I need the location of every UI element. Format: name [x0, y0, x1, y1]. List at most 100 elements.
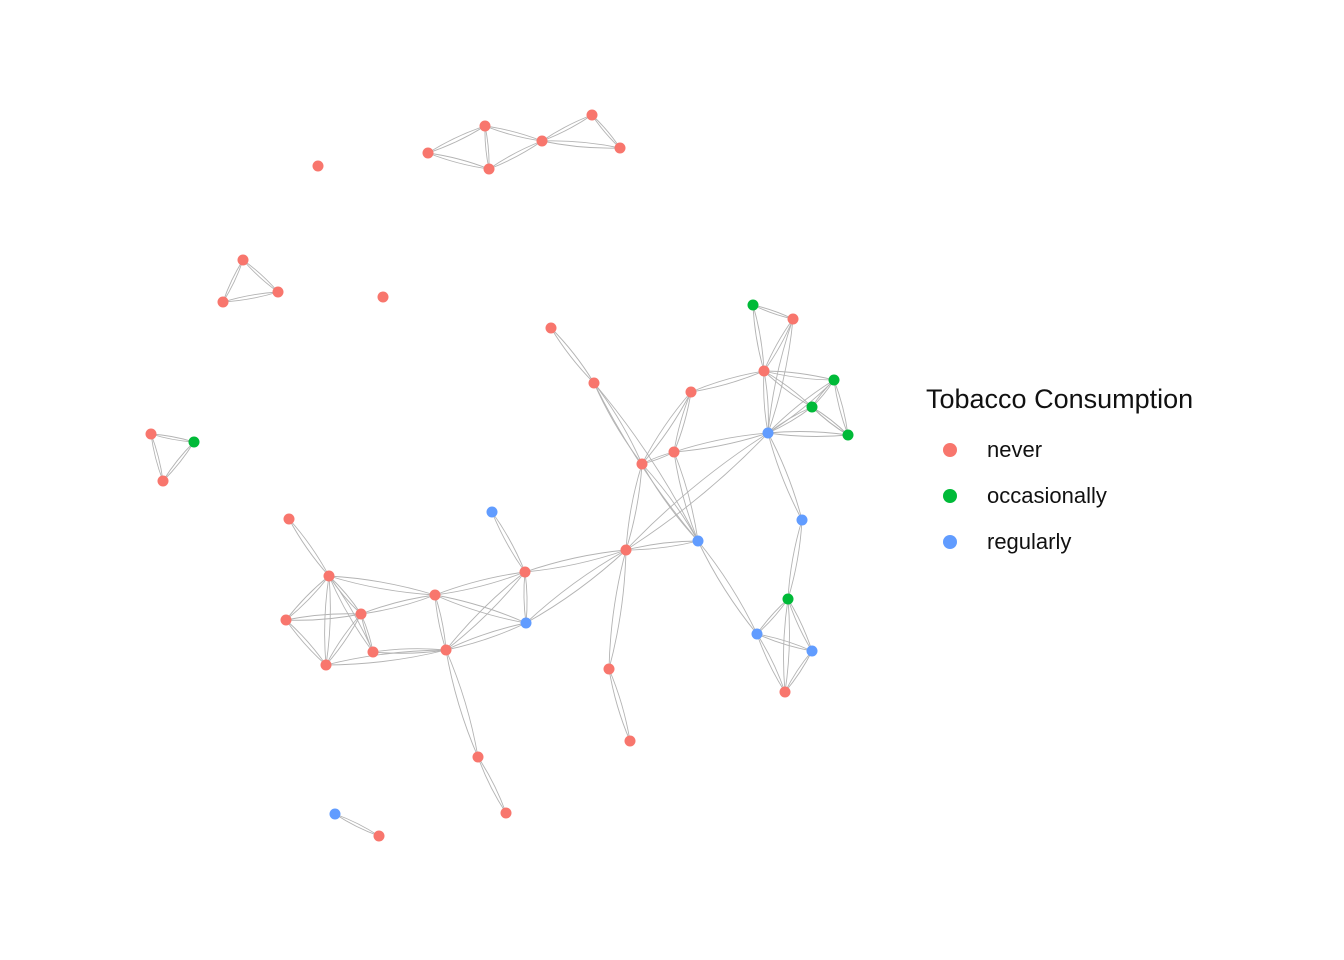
legend-title: Tobacco Consumption: [926, 384, 1194, 414]
legend-item-occasionally: occasionally: [926, 473, 1193, 519]
graph-edge: [222, 291, 279, 303]
graph-node-occasionally: [782, 593, 794, 605]
graph-node-occasionally: [188, 436, 200, 448]
graph-edge: [285, 613, 362, 621]
graph-edge: [641, 463, 699, 542]
graph-edge: [787, 519, 803, 600]
graph-edge: [625, 463, 643, 551]
graph-edge: [767, 432, 803, 521]
graph-edge: [767, 431, 849, 436]
graph-edge: [484, 125, 543, 142]
graph-node-regularly: [486, 506, 498, 518]
graph-edge: [767, 379, 835, 434]
graph-edge: [593, 382, 699, 542]
graph-edge: [697, 540, 758, 635]
graph-node-never: [779, 686, 791, 698]
graph-edge: [752, 304, 765, 372]
graph-edge: [625, 540, 699, 551]
graph-node-never: [787, 313, 799, 325]
graph-node-never: [367, 646, 379, 658]
graph-edge: [756, 633, 786, 693]
graph-edge: [334, 813, 380, 837]
graph-edge: [360, 613, 374, 653]
legend-item-regularly: regularly: [926, 519, 1193, 565]
graph-edge: [525, 549, 627, 624]
graph-edge: [150, 433, 164, 482]
graph-edge: [625, 463, 643, 551]
graph-edge: [593, 382, 643, 465]
graph-edge: [767, 379, 835, 434]
graph-edge: [608, 549, 627, 670]
graph-edges: [150, 114, 849, 837]
graph-edge: [488, 140, 543, 170]
graph-edge: [690, 370, 765, 393]
graph-edge: [285, 575, 330, 621]
graph-node-regularly: [762, 427, 774, 439]
graph-edge: [162, 441, 195, 482]
graph-edge: [550, 327, 595, 384]
graph-edge: [591, 114, 621, 149]
graph-edge: [328, 575, 436, 596]
graph-node-regularly: [329, 808, 341, 820]
graph-edge: [150, 433, 164, 482]
graph-node-never: [545, 322, 557, 334]
graph-edge: [484, 125, 543, 142]
graph-edge: [550, 327, 595, 384]
graph-edge: [445, 571, 526, 651]
graph-edge: [427, 152, 490, 170]
graph-edge: [752, 304, 794, 320]
graph-edge: [767, 432, 803, 521]
graph-node-never: [620, 544, 632, 556]
graph-edge: [787, 519, 803, 600]
graph-edge: [767, 318, 794, 434]
graph-edge: [360, 594, 436, 615]
graph-edge: [222, 291, 279, 303]
graph-edge: [288, 518, 330, 577]
graph-edge: [162, 441, 195, 482]
graph-edge: [641, 463, 699, 542]
graph-edge: [541, 140, 621, 149]
graph-edge: [641, 391, 692, 465]
graph-node-never: [280, 614, 292, 626]
graph-node-regularly: [806, 645, 818, 657]
graph-node-never: [320, 659, 332, 671]
graph-edge: [756, 598, 789, 635]
graph-edge: [756, 598, 789, 635]
graph-edge: [752, 304, 794, 320]
graph-edge: [673, 391, 692, 453]
graph-edge: [445, 649, 479, 758]
graph-edge: [541, 114, 593, 142]
graph-edge: [673, 432, 769, 453]
graph-edge: [434, 571, 526, 596]
graph-edge: [673, 451, 699, 542]
graph-edge: [427, 125, 486, 154]
graph-node-never: [685, 386, 697, 398]
graph-edge: [427, 125, 486, 154]
graph-edge: [434, 594, 447, 651]
graph-edge: [325, 575, 331, 666]
graph-edge: [328, 575, 436, 596]
graph-edge: [325, 649, 447, 666]
graph-edge: [541, 114, 593, 142]
graph-edge: [150, 433, 195, 443]
graph-node-occasionally: [747, 299, 759, 311]
graph-node-never: [283, 513, 295, 525]
legend-key-occasionally: [943, 489, 957, 503]
graph-edge: [641, 391, 692, 465]
graph-node-never: [440, 644, 452, 656]
graph-edge: [811, 406, 849, 436]
graph-edge: [285, 619, 327, 666]
graph-edge: [434, 594, 527, 624]
graph-edge: [488, 140, 543, 170]
graph-edge: [593, 382, 643, 465]
graph-edge: [525, 549, 627, 624]
graph-node-occasionally: [842, 429, 854, 441]
legend-item-never: never: [926, 427, 1193, 473]
graph-edge: [783, 598, 789, 693]
graph-node-never: [377, 291, 389, 303]
graph-nodes: [145, 109, 854, 842]
graph-node-occasionally: [806, 401, 818, 413]
graph-edge: [334, 813, 380, 837]
graph-edge: [608, 668, 631, 742]
graph-edge: [325, 613, 362, 666]
